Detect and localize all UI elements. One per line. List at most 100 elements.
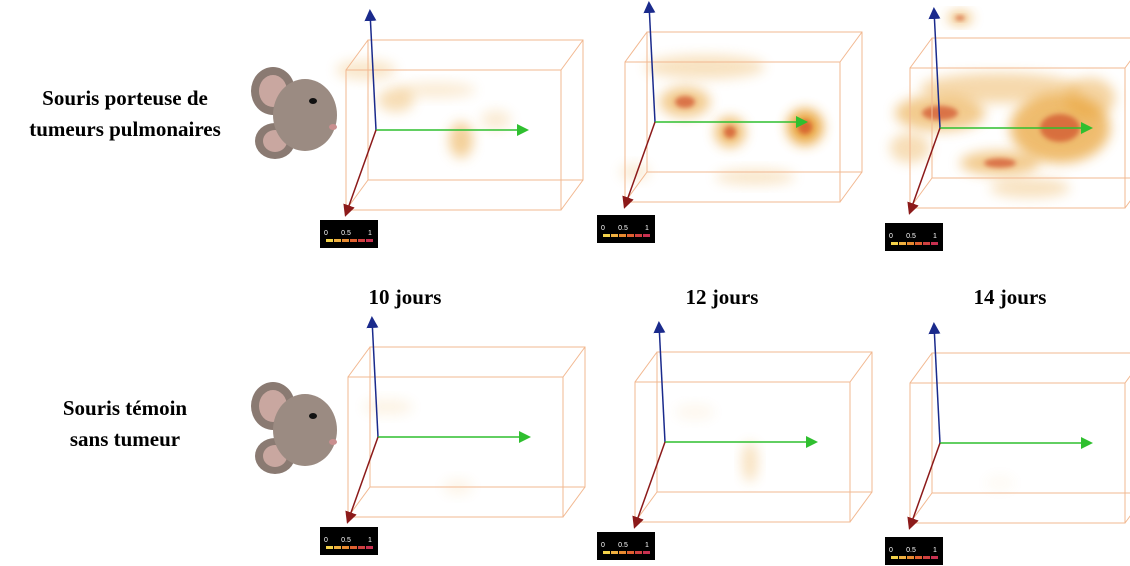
colorbar-tick: 0 [324, 230, 328, 237]
signal-blob [396, 82, 476, 98]
colorbar-swatch [619, 234, 626, 237]
axis-x [907, 127, 941, 215]
axis-z [364, 9, 377, 131]
mouse-head [273, 79, 337, 151]
colorbar-swatch [907, 242, 914, 245]
colorbar-tick: 0 [601, 542, 605, 549]
box-back [656, 351, 873, 493]
signal-blob [481, 110, 511, 130]
box-front [345, 69, 562, 211]
colorbar-swatch [899, 556, 906, 559]
colorbar-swatch [891, 556, 898, 559]
volume-panel: 0 0.5 1 [885, 322, 1130, 565]
signal-blob [985, 475, 1015, 491]
box-edge [560, 179, 584, 211]
signal-core [675, 96, 695, 108]
colorbar-swatch [635, 234, 642, 237]
box-back [931, 37, 1130, 179]
box-back [931, 352, 1130, 494]
mouse-nose [329, 439, 337, 445]
mouse-head [273, 394, 337, 466]
colorbar-tick: 1 [368, 230, 372, 237]
box-back [367, 39, 584, 181]
colorbar-swatch [931, 556, 938, 559]
colorbar-swatch [603, 234, 610, 237]
colorbar-swatch [326, 239, 333, 242]
colorbar-swatch [603, 551, 610, 554]
axis-z [653, 321, 666, 443]
axis-z [928, 322, 941, 444]
colorbar-swatch [627, 551, 634, 554]
colorbar-swatch [366, 546, 373, 549]
box-edge [634, 351, 658, 383]
box-edge [1124, 375, 1130, 384]
colorbar-swatch [366, 239, 373, 242]
box-edge [839, 31, 863, 63]
box-edge [562, 486, 586, 518]
colorbar-tick: 0 [324, 537, 328, 544]
colorbar-tick: 1 [368, 537, 372, 544]
axis-x [343, 129, 377, 217]
signal-core [984, 158, 1016, 168]
timepoint-label: 10 jours [369, 285, 442, 309]
signal-blob [449, 122, 473, 158]
colorbar-bg [320, 220, 378, 248]
colorbar-swatch [915, 242, 922, 245]
colorbar-swatch [334, 239, 341, 242]
signal-core [955, 15, 965, 21]
timepoint-label: 12 jours [686, 285, 759, 309]
colorbar-bg [885, 223, 943, 251]
colorbar-swatch [342, 239, 349, 242]
box-front [624, 61, 841, 203]
row-label: Souris porteuse de [42, 86, 208, 110]
box-edge [345, 39, 369, 71]
colorbar-bg [597, 532, 655, 560]
axis-z [928, 7, 941, 129]
colorbar-swatch [907, 556, 914, 559]
box-edge [1124, 515, 1130, 524]
box-front [347, 376, 564, 518]
axis-x [345, 436, 379, 524]
box-edge [560, 39, 584, 71]
row-label: sans tumeur [70, 427, 180, 451]
colorbar-swatch [611, 551, 618, 554]
colorbar-swatch [350, 239, 357, 242]
signal-core [922, 105, 958, 121]
axis-x [622, 121, 656, 209]
colorbar-tick: 0.5 [618, 542, 628, 549]
mouse-icon [251, 382, 337, 474]
box-edge [909, 37, 933, 69]
axis-z [366, 316, 379, 438]
colorbar-tick: 1 [933, 233, 937, 240]
colorbar-swatch [358, 239, 365, 242]
box-edge [347, 346, 371, 378]
box-edge [624, 31, 648, 63]
signal-blob [742, 442, 758, 482]
colorbar-swatch [931, 242, 938, 245]
colorbar-tick: 0 [889, 233, 893, 240]
signal-blob [645, 55, 765, 79]
mouse-nose [329, 124, 337, 130]
signal-blob [1065, 78, 1115, 118]
colorbar-swatch [643, 551, 650, 554]
box-edge [839, 171, 863, 203]
volume-panel: 0 0.5 1 [320, 316, 586, 555]
row-label: tumeurs pulmonaires [29, 117, 221, 141]
colorbar-swatch [627, 234, 634, 237]
signal-blob [920, 73, 1080, 103]
signal-blob [715, 169, 795, 185]
box-front [909, 67, 1126, 209]
colorbar-tick: 0.5 [341, 537, 351, 544]
colorbar-bg [885, 537, 943, 565]
signal-core [724, 126, 736, 138]
colorbar-swatch [334, 546, 341, 549]
volume-panel: 0 0.5 1 [597, 321, 873, 560]
axis-z [643, 1, 656, 123]
timepoint-label: 14 jours [974, 285, 1047, 309]
axis-x [907, 442, 941, 530]
colorbar-swatch [915, 556, 922, 559]
colorbar-tick: 0 [889, 547, 893, 554]
colorbar-bg [320, 527, 378, 555]
colorbar-swatch [899, 242, 906, 245]
